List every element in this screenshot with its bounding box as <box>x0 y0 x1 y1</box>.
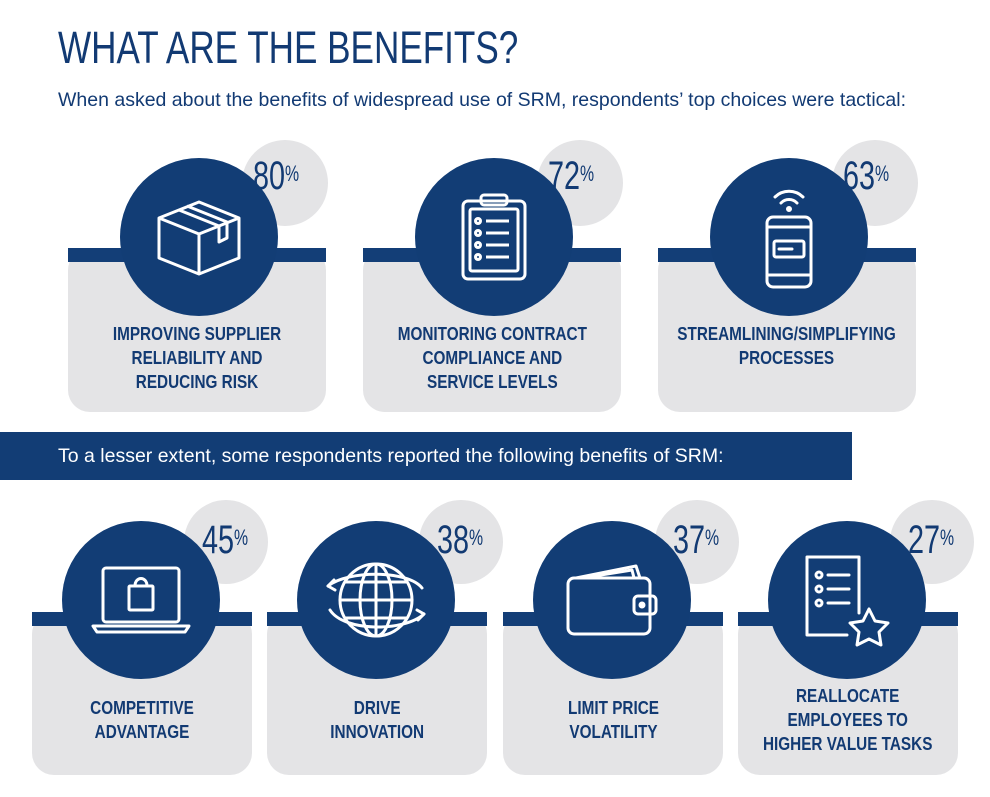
package-box-icon <box>120 158 278 316</box>
benefit-label: COMPETITIVE ADVANTAGE <box>90 698 194 742</box>
percent-value: 27% <box>908 518 955 562</box>
benefit-label: STREAMLINING/SIMPLIFYING PROCESSES <box>677 324 897 368</box>
benefit-label: REALLOCATE EMPLOYEES TO HIGHER VALUE TAS… <box>763 686 933 754</box>
benefit-label: LIMIT PRICE VOLATILITY <box>567 698 659 742</box>
benefit-card-drive-innovation: 38% DRIVE INNOVATION <box>267 500 503 775</box>
clipboard-checklist-icon <box>415 158 573 316</box>
laptop-shopping-bag-icon <box>62 521 220 679</box>
page-title: WHAT ARE THE BENEFITS? <box>58 22 519 73</box>
page-subtitle: When asked about the benefits of widespr… <box>58 89 907 111</box>
wallet-icon <box>533 521 691 679</box>
benefit-label: IMPROVING SUPPLIER RELIABILITY AND REDUC… <box>112 324 282 392</box>
secondary-benefits-banner: To a lesser extent, some respondents rep… <box>0 432 852 480</box>
percent-value: 45% <box>202 518 249 562</box>
benefit-card-competitive-advantage: 45% COMPETITIVE ADVANTAGE <box>32 500 268 775</box>
mobile-phone-wifi-icon <box>710 158 868 316</box>
benefit-card-reallocate-employees: 27% REALLOCATE EMPLOYEES TO HIGHER VALUE… <box>738 500 974 775</box>
percent-value: 37% <box>673 518 720 562</box>
globe-arrows-icon <box>297 521 455 679</box>
percent-value: 72% <box>548 154 595 198</box>
checklist-star-icon <box>768 521 926 679</box>
percent-value: 38% <box>437 518 484 562</box>
benefit-card-contract-compliance: 72% MONITORING CONTRACT COMPLIANCE AND S… <box>363 140 623 412</box>
benefit-label: DRIVE INNOVATION <box>330 698 424 742</box>
benefit-card-streamlining: 63% STREAMLINING/SIMPLIFYING PROCESSES <box>658 140 918 412</box>
benefit-label: MONITORING CONTRACT COMPLIANCE AND SERVI… <box>397 324 587 392</box>
benefit-card-supplier-reliability: 80% IMPROVING SUPPLIER RELIABILITY AND R… <box>68 140 328 412</box>
benefit-card-price-volatility: 37% LIMIT PRICE VOLATILITY <box>503 500 739 775</box>
